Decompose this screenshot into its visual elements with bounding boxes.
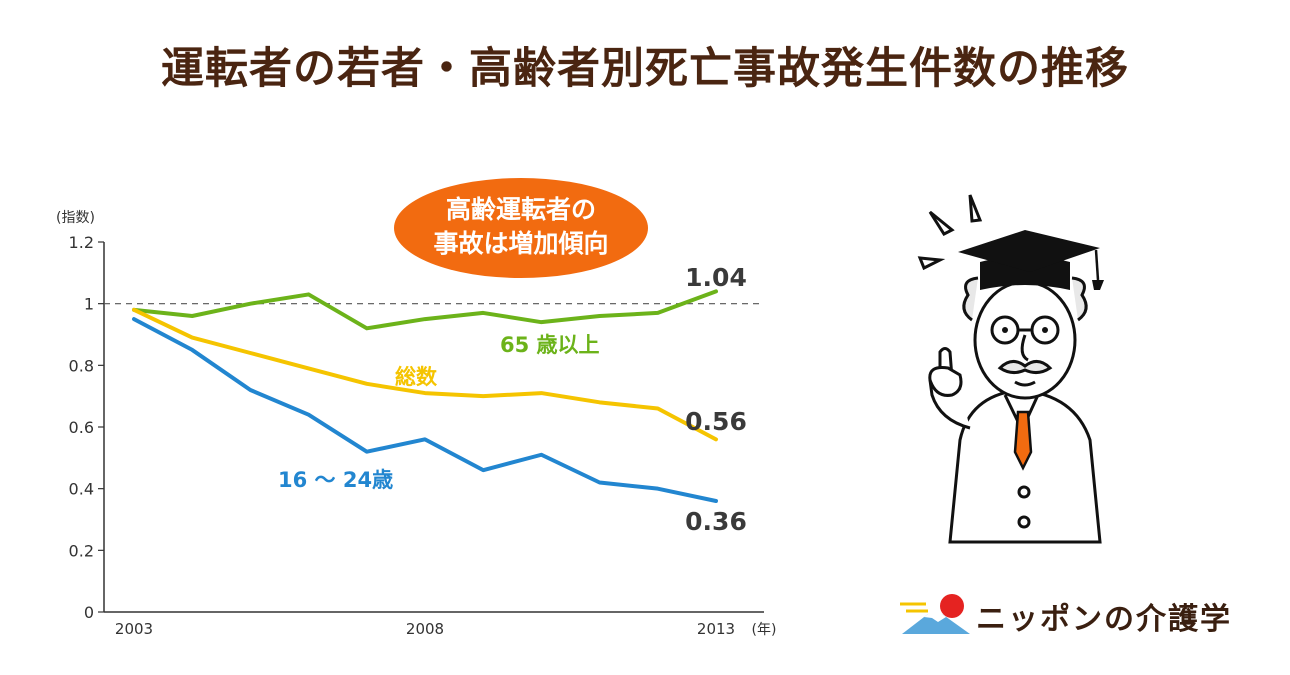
callout-line-2: 事故は増加傾向 — [433, 229, 608, 258]
callout-line-1: 高齢運転者の — [446, 195, 596, 224]
chart-series — [132, 289, 718, 503]
logo-text: ニッポンの介護学 — [976, 602, 1232, 637]
series-line — [132, 289, 718, 331]
data-point — [132, 308, 136, 312]
data-point — [132, 317, 136, 321]
data-point — [190, 336, 194, 340]
data-point — [248, 351, 252, 355]
series-name-label: 65 歳以上 — [500, 333, 600, 357]
data-point — [481, 468, 485, 472]
y-tick-label: 0.2 — [69, 541, 94, 560]
y-tick-label: 0 — [84, 603, 94, 622]
data-point — [656, 407, 660, 410]
x-axis-label: (年) — [752, 622, 777, 638]
x-tick-label: 2013 — [697, 620, 735, 638]
end-value-label: 1.04 — [685, 263, 747, 292]
page-title: 運転者の若者・高齢者別死亡事故発生件数の推移 — [161, 44, 1129, 94]
data-point — [190, 314, 194, 318]
shock-mark-icon — [928, 210, 955, 236]
data-point — [307, 292, 311, 296]
data-point — [714, 289, 718, 293]
x-tick-label: 2008 — [406, 620, 444, 638]
brand-logo: ニッポンの介護学 — [898, 590, 1258, 640]
data-point — [598, 400, 602, 404]
y-tick-label: 0.4 — [69, 480, 94, 499]
data-point — [365, 450, 369, 454]
data-point — [423, 317, 427, 321]
data-point — [656, 487, 660, 491]
data-point — [307, 413, 311, 417]
chart-labels: 65 歳以上 1.04 総数 0.56 16 ～ 24歳 0.36 — [278, 263, 747, 536]
callout-bubble: 高齢運転者の 事故は増加傾向 — [394, 178, 648, 278]
chart-axes — [103, 242, 764, 613]
y-tick-label: 1.2 — [69, 233, 94, 252]
data-point — [714, 437, 718, 441]
professor-illustration — [917, 194, 1104, 544]
data-point — [539, 453, 543, 457]
mount-fuji-sun-icon — [900, 594, 970, 634]
series-name-label: 総数 — [395, 365, 438, 389]
data-point — [539, 320, 543, 324]
data-point — [423, 391, 427, 395]
chart-ticks: 0 0.2 0.4 0.6 0.8 1 1.2 (指数) 2003 2008 2013 (年) — [56, 210, 776, 638]
data-point — [190, 348, 194, 352]
x-tick-label: 2003 — [115, 620, 153, 638]
data-point — [598, 314, 602, 318]
end-value-label: 0.56 — [685, 407, 747, 436]
data-point — [248, 388, 252, 392]
y-tick-label: 1 — [84, 295, 94, 314]
line-chart: 0 0.2 0.4 0.6 0.8 1 1.2 (指数) 2003 2008 2013 (年) 65 … — [56, 178, 776, 638]
data-point — [539, 391, 543, 395]
y-axis-label: (指数) — [56, 210, 95, 226]
data-point — [365, 326, 369, 330]
data-point — [365, 382, 369, 386]
data-point — [248, 302, 252, 306]
data-point — [714, 499, 718, 503]
end-value-label: 0.36 — [685, 507, 747, 536]
data-point — [598, 481, 602, 484]
y-tick-label: 0.8 — [69, 356, 94, 375]
data-point — [307, 366, 311, 370]
moustache-icon — [997, 360, 1053, 375]
y-tick-label: 0.6 — [69, 418, 94, 437]
series-name-label: 16 ～ 24歳 — [278, 468, 393, 492]
data-point — [423, 437, 427, 441]
data-point — [481, 394, 485, 398]
data-point — [656, 311, 660, 315]
data-point — [481, 311, 485, 315]
necktie-icon — [1013, 410, 1033, 471]
